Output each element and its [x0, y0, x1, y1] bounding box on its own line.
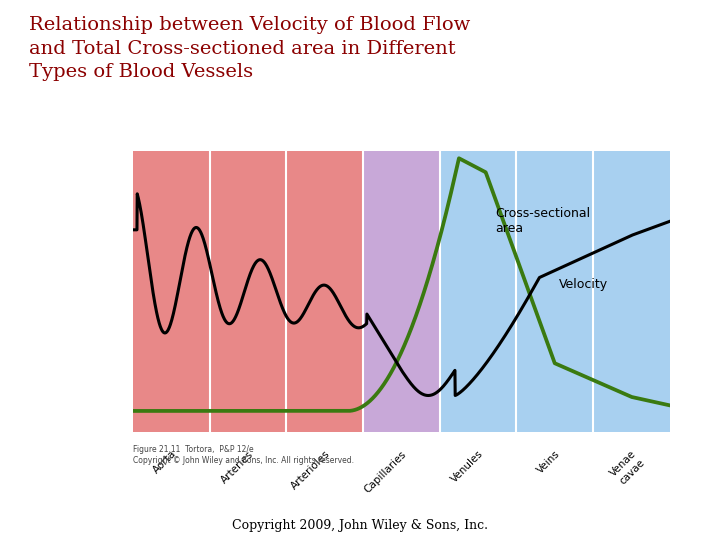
Text: Copyright 2009, John Wiley & Sons, Inc.: Copyright 2009, John Wiley & Sons, Inc. [232, 519, 488, 532]
Bar [133, 151, 210, 432]
Text: Capillaries: Capillaries [362, 449, 408, 495]
Text: Figure 21.11  Tortora,  P&P 12/e
Copyright © John Wiley and Sons, Inc. All right: Figure 21.11 Tortora, P&P 12/e Copyright… [133, 446, 354, 465]
Text: Aorta: Aorta [151, 449, 179, 476]
Text: Arteries: Arteries [219, 449, 255, 485]
Bar [210, 151, 287, 432]
Text: Venae
cavae: Venae cavae [608, 449, 647, 487]
Bar [516, 151, 593, 432]
Text: Venules: Venules [449, 449, 485, 485]
Bar [593, 151, 670, 432]
Bar [440, 151, 516, 432]
Text: Velocity: Velocity [559, 278, 608, 291]
Text: Relationship between Velocity of Blood Flow
and Total Cross-sectioned area in Di: Relationship between Velocity of Blood F… [29, 16, 470, 82]
Text: Veins: Veins [535, 449, 562, 476]
Bar [287, 151, 363, 432]
Text: Arterioles: Arterioles [289, 449, 332, 492]
Text: Cross-sectional
area: Cross-sectional area [495, 207, 590, 235]
Bar [363, 151, 440, 432]
